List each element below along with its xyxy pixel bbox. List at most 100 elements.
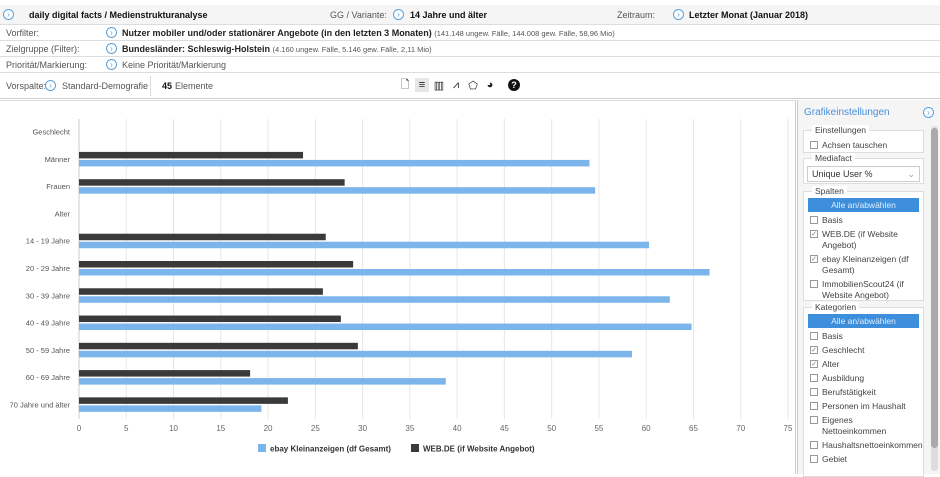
- checkbox-label: WEB.DE (if Website Angebot): [822, 229, 898, 250]
- gg-label: GG / Variante:: [330, 10, 387, 20]
- checkbox-icon[interactable]: ✓: [810, 255, 818, 263]
- mediafact-value: Unique User %: [812, 169, 873, 179]
- checkbox-kategorien-item[interactable]: Gebiet: [810, 454, 917, 465]
- filter-detail: (4.160 ungew. Fälle, 5.146 gew. Fälle, 2…: [272, 45, 432, 54]
- einstellungen-group: Einstellungen Achsen tauschen: [803, 125, 924, 153]
- divider: [150, 76, 151, 96]
- line-chart-icon[interactable]: ⩘: [452, 78, 460, 91]
- checkbox-spalten-item[interactable]: Basis: [810, 215, 917, 226]
- checkbox-icon[interactable]: [810, 216, 818, 224]
- x-tick-label: 25: [311, 424, 320, 433]
- category-label: 14 - 19 Jahre: [26, 237, 70, 246]
- bar-chart-vertical-icon[interactable]: ▥: [433, 79, 445, 92]
- einstellungen-title: Einstellungen: [812, 125, 870, 135]
- checkbox-spalten-item[interactable]: ✓ ebay Kleinanzeigen (df Gesamt): [810, 254, 917, 276]
- checkbox-icon[interactable]: [810, 374, 818, 382]
- checkbox-icon[interactable]: [810, 455, 818, 463]
- collapse-panel-icon[interactable]: ›: [923, 107, 934, 118]
- checkbox-label: Achsen tauschen: [822, 140, 888, 150]
- checkbox-icon[interactable]: ✓: [810, 230, 818, 238]
- checkbox-icon[interactable]: ✓: [810, 360, 818, 368]
- category-label: Geschlecht: [32, 128, 70, 137]
- checkbox-icon[interactable]: [810, 388, 818, 396]
- document-icon[interactable]: 🗋: [400, 78, 410, 91]
- category-label: Alter: [55, 209, 71, 218]
- checkbox-kategorien-item[interactable]: Eigenes Nettoeinkommen: [810, 415, 917, 437]
- checkbox-icon[interactable]: ✓: [810, 346, 818, 354]
- checkbox-label: ebay Kleinanzeigen (df Gesamt): [822, 254, 909, 275]
- checkbox-icon[interactable]: [810, 332, 818, 340]
- checkbox-icon[interactable]: [810, 416, 818, 424]
- filter-row: Vorfilter: › Nutzer mobiler und/oder sta…: [0, 25, 940, 41]
- filter-select-icon[interactable]: ›: [106, 43, 117, 54]
- filter-select-icon[interactable]: ›: [106, 59, 117, 70]
- checkbox-kategorien-item[interactable]: ✓ Alter: [810, 359, 917, 370]
- category-label: Männer: [45, 155, 71, 164]
- bar-ebay: [79, 187, 596, 194]
- x-tick-label: 65: [689, 424, 698, 433]
- radar-chart-icon[interactable]: ⬠: [468, 79, 478, 92]
- checkbox-spalten-item[interactable]: ImmobilienScout24 (if Website Angebot): [810, 279, 917, 301]
- zeitraum-label: Zeitraum:: [617, 10, 656, 20]
- zeitraum-select-icon[interactable]: ›: [673, 9, 684, 20]
- kategorien-group: Kategorien Alle an/abwählen Basis ✓ Geschle…: [803, 302, 924, 477]
- filter-select-icon[interactable]: ›: [106, 27, 117, 38]
- gg-value: 14 Jahre und älter: [410, 10, 488, 20]
- gg-select-icon[interactable]: ›: [393, 9, 404, 20]
- category-label: Frauen: [46, 182, 70, 191]
- bar-chart-horizontal-icon[interactable]: ≡: [415, 78, 429, 92]
- filter-label: Priorität/Markierung:: [6, 60, 88, 70]
- x-tick-label: 70: [736, 424, 745, 433]
- scrollbar[interactable]: [931, 126, 938, 471]
- checkbox-achsen-tauschen[interactable]: Achsen tauschen: [810, 140, 917, 151]
- filter-label: Vorfilter:: [6, 28, 40, 38]
- filter-detail: (141.148 ungew. Fälle, 144.008 gew. Fäll…: [434, 29, 615, 38]
- category-label: 70 Jahre und älter: [10, 400, 71, 409]
- checkbox-kategorien-item[interactable]: Personen im Haushalt: [810, 401, 917, 412]
- chevron-down-icon: ⌄: [907, 169, 915, 179]
- x-tick-label: 45: [500, 424, 509, 433]
- checkbox-label: Gebiet: [822, 454, 848, 464]
- x-tick-label: 30: [358, 424, 367, 433]
- checkbox-label: Haushaltsnettoeinkommen: [822, 440, 923, 450]
- bar-ebay: [79, 269, 710, 276]
- bar-webde: [79, 288, 323, 295]
- checkbox-icon[interactable]: [810, 402, 818, 410]
- bar-ebay: [79, 405, 262, 412]
- select-all-kategorien-button[interactable]: Alle an/abwählen: [808, 314, 919, 328]
- filter-value-text: Bundesländer: Schleswig-Holstein: [122, 44, 271, 54]
- filter-value: Nutzer mobiler und/oder stationärer Ange…: [122, 28, 615, 38]
- checkbox-icon[interactable]: [810, 441, 818, 449]
- x-tick-label: 10: [169, 424, 178, 433]
- app-title: daily digital facts / Medienstrukturanal…: [29, 10, 208, 20]
- checkbox-kategorien-item[interactable]: Ausbildung: [810, 373, 917, 384]
- checkbox-kategorien-item[interactable]: Basis: [810, 331, 917, 342]
- select-all-spalten-button[interactable]: Alle an/abwählen: [808, 198, 919, 212]
- checkbox-icon[interactable]: [810, 280, 818, 288]
- vorspalte-select-icon[interactable]: ›: [45, 80, 56, 91]
- category-label: 60 - 69 Jahre: [26, 373, 70, 382]
- bar-ebay: [79, 378, 446, 385]
- help-icon[interactable]: ?: [508, 79, 520, 91]
- filter-row: Zielgruppe (Filter): › Bundesländer: Sch…: [0, 41, 940, 57]
- filter-value: Bundesländer: Schleswig-Holstein (4.160 …: [122, 44, 432, 54]
- filter-row: Priorität/Markierung: › Keine Priorität/…: [0, 57, 940, 73]
- bar-webde: [79, 151, 304, 159]
- checkbox-kategorien-item[interactable]: Haushaltsnettoeinkommen: [810, 440, 923, 451]
- checkbox-label: Personen im Haushalt: [822, 401, 906, 411]
- checkbox-kategorien-item[interactable]: Berufstätigkeit: [810, 387, 917, 398]
- x-tick-label: 75: [784, 424, 793, 433]
- bar-webde: [79, 370, 251, 377]
- chevron-right-icon[interactable]: ›: [3, 9, 14, 20]
- bar-webde: [79, 397, 288, 404]
- checkbox-kategorien-item[interactable]: ✓ Geschlecht: [810, 345, 917, 356]
- checkbox-spalten-item[interactable]: ✓ WEB.DE (if Website Angebot): [810, 229, 917, 251]
- bar-webde: [79, 342, 358, 350]
- vorspalte-row: Vorspalte: › Standard-Demografie 45 Elem…: [0, 73, 940, 99]
- legend-label: WEB.DE (if Website Angebot): [423, 445, 535, 454]
- mediafact-title: Mediafact: [812, 153, 855, 163]
- pie-chart-icon[interactable]: ◕: [486, 79, 494, 91]
- mediafact-select[interactable]: Unique User % ⌄: [807, 166, 920, 182]
- checkbox-label: Basis: [822, 215, 843, 225]
- header-row: › daily digital facts / Medienstrukturan…: [0, 5, 940, 25]
